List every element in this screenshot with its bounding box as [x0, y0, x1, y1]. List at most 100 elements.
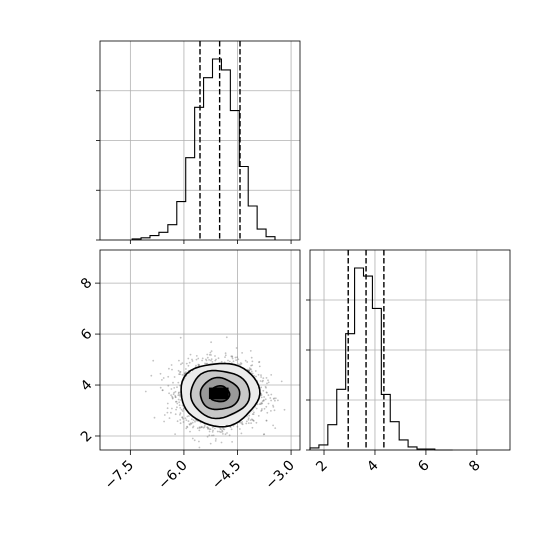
scatter-point	[260, 402, 263, 404]
scatter-point	[247, 417, 250, 420]
scatter-point	[185, 362, 188, 365]
hist-y-xtick-label-1: 4	[364, 457, 382, 475]
scatter-point	[172, 381, 174, 384]
scatter-point	[263, 407, 266, 410]
scatter-point	[250, 364, 253, 367]
scatter-point	[262, 389, 265, 392]
scatter-point	[188, 361, 191, 364]
scatter-point	[214, 427, 216, 430]
y-tick-label-1: 4	[78, 377, 96, 395]
scatter-point	[231, 357, 234, 360]
scatter-point	[200, 425, 203, 428]
scatter-point	[252, 419, 255, 422]
scatter-point	[185, 368, 187, 370]
scatter-point	[182, 417, 184, 420]
scatter-point	[221, 430, 224, 433]
scatter-point	[247, 422, 250, 424]
scatter-point	[277, 399, 279, 402]
scatter-point	[186, 425, 188, 428]
scatter-point	[265, 419, 268, 422]
hist-y-xtick-label-3: 8	[466, 458, 484, 476]
scatter-point	[166, 402, 169, 405]
contour-line-2	[189, 369, 251, 420]
scatter-point	[195, 355, 198, 357]
scatter-point	[261, 400, 264, 403]
scatter-point	[209, 351, 212, 354]
scatter-point	[163, 420, 166, 423]
scatter-point	[252, 420, 255, 422]
scatter-point	[206, 353, 209, 356]
scatter-point	[260, 396, 263, 399]
scatter-point	[253, 411, 255, 414]
scatter-point	[224, 356, 226, 358]
scatter-point	[224, 433, 227, 436]
scatter-point	[179, 419, 182, 421]
y-tick-label-0: 2	[78, 428, 96, 446]
scatter-point	[171, 395, 174, 398]
scatter-point	[177, 398, 180, 401]
scatter-point	[256, 403, 259, 406]
scatter-point	[265, 391, 268, 394]
scatter-point	[239, 363, 242, 366]
histogram-y-frame	[309, 249, 511, 451]
scatter-point	[167, 375, 170, 378]
scatter-point	[222, 428, 225, 431]
scatter-point	[185, 371, 187, 374]
x-tick-label-3: −3.0	[263, 458, 298, 493]
scatter-point	[170, 394, 173, 396]
scatter-point	[198, 426, 201, 429]
scatter-point	[203, 425, 206, 428]
scatter-point	[212, 429, 214, 432]
scatter-point	[192, 425, 195, 428]
scatter-point	[166, 407, 169, 410]
x-tick-label-2: −4.5	[209, 458, 244, 493]
contour-line-1	[199, 376, 241, 411]
scatter-point	[208, 428, 211, 431]
scatter-point	[263, 396, 265, 398]
scatter-point	[280, 380, 283, 383]
scatter-point	[235, 359, 238, 361]
scatter-point	[262, 379, 264, 382]
scatter-point	[259, 403, 262, 405]
scatter-point	[236, 356, 239, 359]
scatter-density-panel: −7.5 −6.0 −4.5 −3.0 2 4 6 8	[78, 249, 301, 493]
scatter-point	[220, 360, 223, 363]
scatter-point	[186, 415, 189, 418]
scatter-point	[248, 367, 251, 369]
scatter-point	[201, 359, 204, 362]
scatter-point	[193, 439, 196, 442]
scatter-point	[187, 357, 190, 360]
scatter-point	[260, 394, 263, 396]
scatter-point	[226, 432, 228, 434]
scatter-point	[229, 426, 232, 428]
scatter-point	[267, 381, 270, 384]
scatter-point	[184, 417, 187, 420]
scatter-point	[250, 422, 253, 424]
scatter-point	[208, 353, 211, 356]
scatter-point	[248, 369, 251, 372]
scatter-point	[178, 401, 181, 404]
scatter-point	[251, 418, 253, 421]
scatter-point	[179, 422, 182, 425]
scatter-point	[252, 413, 255, 415]
scatter-point	[199, 426, 202, 429]
hist-y-xtick-label-2: 6	[415, 457, 433, 475]
scatter-point	[179, 413, 181, 416]
scatter-point	[207, 428, 209, 430]
scatter-point	[171, 397, 174, 400]
scatter-point	[198, 427, 201, 429]
scatter-point	[189, 423, 191, 426]
scatter-point	[189, 353, 192, 356]
scatter-point	[210, 350, 213, 352]
scatter-point	[178, 359, 180, 362]
scatter-point	[270, 393, 273, 396]
scatter-point	[250, 368, 253, 371]
scatter-point	[272, 398, 275, 400]
scatter-point	[210, 359, 212, 362]
scatter-point	[218, 430, 221, 433]
scatter-point	[257, 373, 260, 376]
scatter-point	[201, 357, 204, 360]
scatter-point	[205, 358, 207, 361]
scatter-point	[283, 408, 286, 411]
scatter-point	[214, 355, 216, 357]
